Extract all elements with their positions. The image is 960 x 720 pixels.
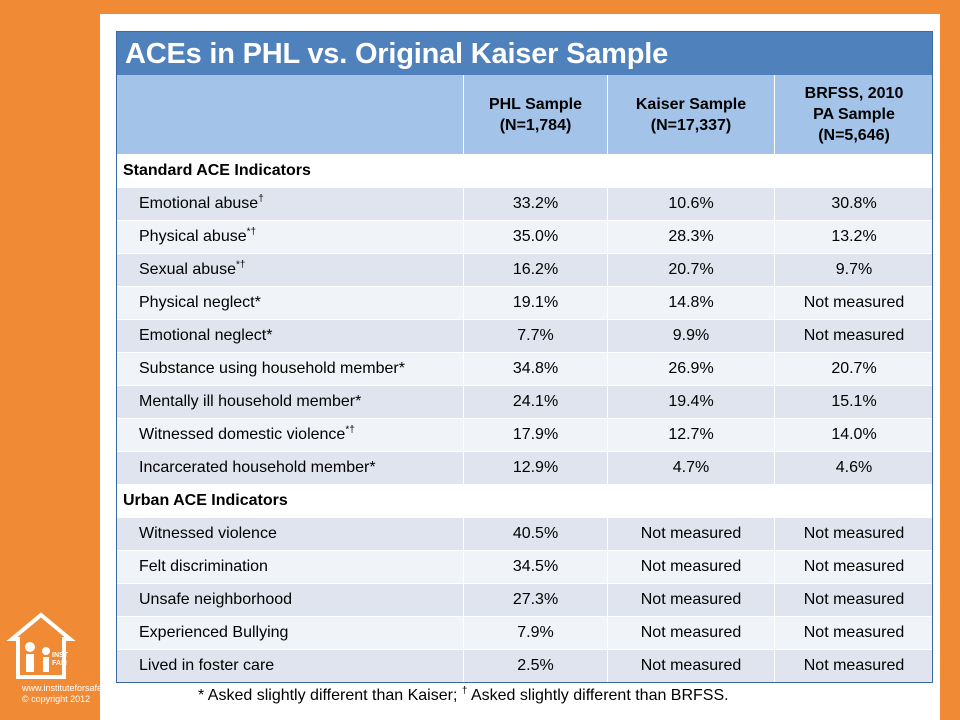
row-mark: *†	[235, 259, 246, 271]
cell-kaiser: 26.9%	[607, 352, 775, 386]
table-row: Physical abuse*† 35.0% 28.3% 13.2%	[116, 220, 934, 254]
cell-brfss: 13.2%	[774, 220, 934, 254]
cell-phl: 40.5%	[463, 517, 608, 551]
section-empty-cell	[463, 154, 608, 188]
row-label: Witnessed domestic violence*†	[116, 418, 464, 452]
cell-brfss: Not measured	[774, 517, 934, 551]
cell-phl: 34.5%	[463, 550, 608, 584]
cell-kaiser: 12.7%	[607, 418, 775, 452]
row-label: Substance using household member*	[116, 352, 464, 386]
svg-text:INST: INST	[52, 652, 69, 659]
cell-kaiser: Not measured	[607, 517, 775, 551]
section-row: Standard ACE Indicators	[116, 154, 934, 188]
cell-phl: 7.9%	[463, 616, 608, 650]
cell-brfss: Not measured	[774, 319, 934, 353]
cell-brfss: 15.1%	[774, 385, 934, 419]
header-phl: PHL Sample (N=1,784)	[463, 75, 608, 155]
cell-kaiser: 28.3%	[607, 220, 775, 254]
svg-text:FAM: FAM	[52, 660, 67, 667]
header-brfss: BRFSS, 2010 PA Sample (N=5,646)	[774, 75, 934, 155]
cell-phl: 17.9%	[463, 418, 608, 452]
row-label: Incarcerated household member*	[116, 451, 464, 485]
table-row: Mentally ill household member* 24.1% 19.4%…	[116, 385, 934, 419]
table-row: Emotional neglect* 7.7% 9.9% Not measured	[116, 319, 934, 353]
section-empty-cell	[607, 154, 775, 188]
cell-phl: 19.1%	[463, 286, 608, 320]
cell-kaiser: 9.9%	[607, 319, 775, 353]
cell-phl: 7.7%	[463, 319, 608, 353]
cell-phl: 12.9%	[463, 451, 608, 485]
section-empty-cell	[774, 154, 934, 188]
section-heading: Urban ACE Indicators	[116, 484, 464, 518]
cell-kaiser: Not measured	[607, 550, 775, 584]
section-empty-cell	[463, 484, 608, 518]
row-label: Experienced Bullying	[116, 616, 464, 650]
table-body: Standard ACE Indicators Emotional abuse† 3…	[116, 154, 934, 683]
cell-kaiser: 4.7%	[607, 451, 775, 485]
table-row: Witnessed violence 40.5% Not measured Not m…	[116, 517, 934, 551]
table-row: Sexual abuse*† 16.2% 20.7% 9.7%	[116, 253, 934, 287]
row-label: Sexual abuse*†	[116, 253, 464, 287]
row-label: Felt discrimination	[116, 550, 464, 584]
table-title: ACEs in PHL vs. Original Kaiser Sample	[116, 31, 933, 75]
cell-brfss: 20.7%	[774, 352, 934, 386]
section-heading: Standard ACE Indicators	[116, 154, 464, 188]
cell-phl: 35.0%	[463, 220, 608, 254]
row-label: Unsafe neighborhood	[116, 583, 464, 617]
logo-caption: www.instituteforsafefamilies.org © copyr…	[22, 683, 149, 704]
table-row: Incarcerated household member* 12.9% 4.7% 4…	[116, 451, 934, 485]
cell-kaiser: 20.7%	[607, 253, 775, 287]
row-mark: *†	[345, 424, 355, 436]
header-kaiser: Kaiser Sample (N=17,337)	[607, 75, 775, 155]
cell-kaiser: Not measured	[607, 583, 775, 617]
row-label: Emotional abuse†	[116, 187, 464, 221]
table-row: Unsafe neighborhood 27.3% Not measured Not …	[116, 583, 934, 617]
row-label: Physical neglect*	[116, 286, 464, 320]
header-row: PHL Sample (N=1,784) Kaiser Sample (N=17,3…	[116, 75, 934, 155]
table-row: Physical neglect* 19.1% 14.8% Not measured	[116, 286, 934, 320]
cell-phl: 34.8%	[463, 352, 608, 386]
header-blank	[116, 75, 464, 155]
cell-kaiser: 14.8%	[607, 286, 775, 320]
section-empty-cell	[774, 484, 934, 518]
table-row: Experienced Bullying 7.9% Not measured Not …	[116, 616, 934, 650]
table-row: Substance using household member* 34.8% 26…	[116, 352, 934, 386]
row-label: Physical abuse*†	[116, 220, 464, 254]
institute-logo: INST FAM	[6, 612, 76, 679]
table-row: Lived in foster care 2.5% Not measured Not …	[116, 649, 934, 683]
cell-brfss: 30.8%	[774, 187, 934, 221]
cell-kaiser: 10.6%	[607, 187, 775, 221]
cell-phl: 24.1%	[463, 385, 608, 419]
cell-brfss: Not measured	[774, 583, 934, 617]
cell-phl: 27.3%	[463, 583, 608, 617]
cell-brfss: 14.0%	[774, 418, 934, 452]
row-mark: *†	[246, 226, 257, 238]
data-table: PHL Sample (N=1,784) Kaiser Sample (N=17,3…	[116, 75, 934, 683]
table-row: Felt discrimination 34.5% Not measured Not …	[116, 550, 934, 584]
cell-kaiser: Not measured	[607, 649, 775, 683]
row-label: Emotional neglect*	[116, 319, 464, 353]
cell-brfss: Not measured	[774, 286, 934, 320]
slide: ACEs in PHL vs. Original Kaiser Sample P…	[100, 14, 940, 720]
cell-brfss: Not measured	[774, 550, 934, 584]
row-mark: †	[258, 193, 264, 205]
cell-brfss: Not measured	[774, 649, 934, 683]
ace-table: ACEs in PHL vs. Original Kaiser Sample P…	[116, 31, 934, 683]
cell-phl: 33.2%	[463, 187, 608, 221]
cell-kaiser: 19.4%	[607, 385, 775, 419]
section-row: Urban ACE Indicators	[116, 484, 934, 518]
cell-brfss: Not measured	[774, 616, 934, 650]
footnote: * Asked slightly different than Kaiser; …	[198, 685, 729, 704]
table-row: Emotional abuse† 33.2% 10.6% 30.8%	[116, 187, 934, 221]
section-empty-cell	[607, 484, 775, 518]
cell-phl: 2.5%	[463, 649, 608, 683]
table-row: Witnessed domestic violence*† 17.9% 12.7% 1…	[116, 418, 934, 452]
row-label: Witnessed violence	[116, 517, 464, 551]
cell-brfss: 9.7%	[774, 253, 934, 287]
cell-brfss: 4.6%	[774, 451, 934, 485]
row-label: Lived in foster care	[116, 649, 464, 683]
cell-kaiser: Not measured	[607, 616, 775, 650]
row-label: Mentally ill household member*	[116, 385, 464, 419]
cell-phl: 16.2%	[463, 253, 608, 287]
